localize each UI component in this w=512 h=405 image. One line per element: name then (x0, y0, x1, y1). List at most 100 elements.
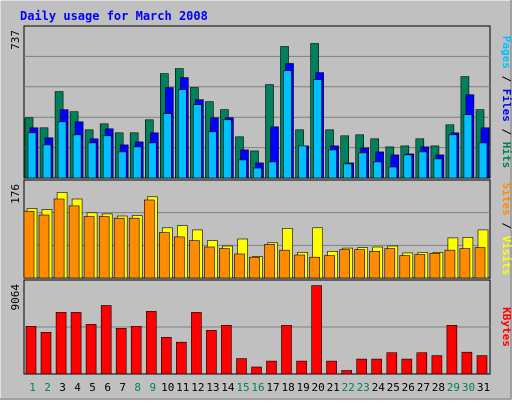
bar-sites-bar (249, 256, 260, 279)
bar-pages-bar (388, 166, 398, 179)
bar-kbytes-bar (326, 360, 337, 375)
bar-kbytes-bar (70, 312, 82, 375)
bar-kbytes-bar (146, 311, 157, 375)
series-label-files: Files (500, 89, 512, 122)
bar-kbytes-bar (115, 327, 127, 375)
x-tick-label: 26 (402, 381, 415, 394)
bar-sites-bar (459, 248, 471, 279)
x-tick-label: 15 (236, 381, 249, 394)
x-tick-label: 17 (266, 381, 279, 394)
bar-pages-bar (463, 114, 473, 179)
y-max-label: 737 (9, 30, 22, 50)
bar-pages-bar (358, 152, 368, 179)
bar-sites-bar (189, 240, 200, 279)
x-tick-label: 4 (74, 381, 81, 394)
x-tick-label: 12 (191, 381, 204, 394)
bar-kbytes-bar (40, 331, 52, 375)
bar-kbytes-bar (371, 358, 383, 375)
x-axis-labels: 1 2 3 4 5 6 7 8 9 10 11 12 13 14 15 16 17 18 19 20 21 22 23 24 2… (29, 381, 490, 394)
x-tick-label: 11 (176, 381, 189, 394)
bar-sites-bar (324, 255, 335, 279)
series-label: Sites / Visits (500, 183, 512, 276)
bar-kbytes-bar (85, 324, 97, 375)
series-label: Pages / Files / Hits (500, 36, 512, 169)
bar-pages-bar (373, 161, 383, 179)
bar-kbytes-bar (100, 305, 112, 375)
bar-sites-bar (264, 244, 275, 279)
bar-pages-bar (102, 135, 112, 179)
bar-sites-bar (444, 249, 456, 279)
bar-kbytes-bar (431, 355, 443, 375)
bar-kbytes-bar (266, 360, 277, 375)
y-max-label: 9064 (9, 284, 22, 311)
bar-pages-bar (328, 149, 337, 179)
series-label-hits: Hits (500, 142, 512, 169)
bar-kbytes-bar (25, 325, 37, 375)
bar-pages-bar (193, 104, 202, 179)
bar-kbytes-bar (176, 341, 187, 375)
bar-pages-bar (448, 134, 458, 179)
bar-sites-bar (309, 256, 320, 279)
bar-kbytes-bar (281, 324, 292, 375)
bar-pages-bar (117, 151, 127, 179)
bar-pages-bar (313, 79, 322, 179)
bar-pages-bar (253, 167, 262, 179)
bar-pages-bar (132, 146, 142, 179)
series-label: KBytes (500, 307, 512, 347)
x-tick-label: 21 (327, 381, 340, 394)
bar-kbytes-bar (416, 352, 428, 375)
bar-sites-bar (279, 249, 290, 279)
series-label-visits: Visits (500, 236, 512, 276)
bar-pages-bar (283, 70, 292, 179)
series-label-separator: / (500, 122, 512, 142)
bar-sites-bar (384, 248, 396, 279)
bar-sites-bar (399, 255, 411, 279)
x-tick-label: 16 (251, 381, 264, 394)
bar-sites-bar (98, 216, 110, 279)
bar-kbytes-bar (311, 285, 322, 375)
x-tick-label: 3 (59, 381, 66, 394)
y-max-label: 176 (9, 184, 22, 204)
x-tick-label: 10 (161, 381, 174, 394)
x-tick-label: 19 (296, 381, 309, 394)
kbytes-panel: 9064 KBytes (9, 279, 512, 375)
bar-sites-bar (174, 236, 185, 279)
x-tick-label: 18 (281, 381, 294, 394)
bar-sites-bar (369, 251, 381, 279)
bar-sites-bar (219, 248, 230, 279)
x-tick-label: 30 (462, 381, 475, 394)
x-tick-label: 25 (387, 381, 400, 394)
bar-pages-bar (268, 161, 277, 179)
bar-sites-bar (23, 210, 35, 279)
bar-sites-bar (53, 198, 65, 279)
bar-kbytes-bar (221, 324, 232, 375)
bar-sites-bar (83, 216, 95, 279)
bar-pages-bar (403, 154, 413, 179)
x-tick-label: 28 (432, 381, 445, 394)
bar-sites-bar (474, 247, 486, 279)
bar-pages-bar (148, 142, 157, 179)
x-tick-label: 5 (89, 381, 96, 394)
x-tick-label: 27 (417, 381, 430, 394)
bar-sites-bar (204, 246, 215, 279)
bar-sites-bar (234, 253, 245, 279)
series-label-sites: Sites (500, 183, 512, 216)
x-tick-label: 24 (372, 381, 386, 394)
bar-sites-bar (113, 217, 125, 279)
bar-sites-bar (354, 249, 366, 279)
bar-kbytes-bar (356, 358, 368, 375)
bar-kbytes-bar (401, 358, 413, 375)
bar-kbytes-bar (386, 352, 398, 375)
bar-sites-bar (38, 214, 50, 279)
bar-pages-bar (298, 145, 307, 179)
bar-pages-bar (433, 158, 443, 179)
bar-kbytes-bar (251, 366, 262, 375)
bar-sites-bar (68, 205, 80, 279)
bar-kbytes-bar (191, 312, 202, 375)
series-label-kbytes: KBytes (500, 307, 512, 347)
bar-pages-bar (87, 142, 97, 179)
bar-sites-bar (294, 254, 305, 279)
visits-panel: 176 Sites / Visits (9, 179, 512, 279)
bar-kbytes-bar (236, 358, 247, 375)
